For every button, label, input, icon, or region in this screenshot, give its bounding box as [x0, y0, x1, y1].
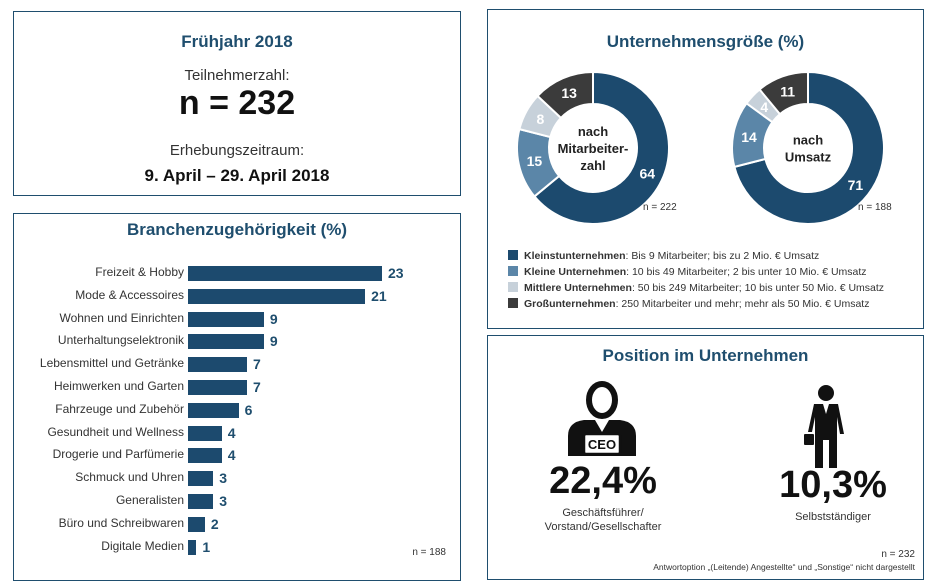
position-n-note: n = 232: [881, 549, 915, 560]
donut1-slice: [533, 70, 670, 225]
bar: [188, 266, 382, 281]
bar: [188, 380, 248, 395]
bar: [188, 334, 264, 350]
bar: [188, 494, 214, 509]
donut2-slice-label: 71: [848, 177, 864, 193]
bar-value-label: 2: [210, 515, 219, 532]
legend-description: : Bis 9 Mitarbeiter; bis zu 2 Mio. € Ums…: [625, 250, 820, 262]
legend-name: Kleine Unternehmen: [524, 266, 627, 278]
legend-swatch: [508, 266, 518, 276]
bar: [188, 288, 366, 304]
bar-value-label: 23: [388, 265, 404, 281]
size-panel: Unternehmensgröße (%) 64 15 8 13 nach Mitarbe…: [487, 9, 924, 329]
summary-title: Frühjahr 2018: [181, 32, 293, 51]
ceo-label-line2: Vorstand/Gesellschafter: [544, 521, 662, 533]
bar: [188, 471, 214, 487]
legend-item: Mittlere Unternehmen: 50 bis 249 Mitarbe…: [508, 282, 884, 294]
bar-category-label: Freizeit & Hobby: [95, 265, 184, 279]
bar-value-label: 21: [371, 287, 387, 304]
bar-value-label: 1: [202, 538, 211, 555]
bar-category-label: Fahrzeuge und Zubehör: [55, 401, 184, 416]
legend-name: Mittlere Unternehmen: [524, 282, 632, 294]
branch-n-note: n = 188: [412, 547, 446, 558]
legend-item: Großunternehmen: 250 Mitarbeiter und meh…: [508, 298, 869, 310]
legend-description: : 50 bis 249 Mitarbeiter; 10 bis unter 5…: [631, 282, 885, 294]
donut2-slice: [733, 70, 885, 225]
ceo-percentage: 22,4%: [549, 460, 657, 502]
legend-description: : 10 bis 49 Mitarbeiter; 2 bis unter 10 …: [626, 266, 867, 278]
bar: [188, 425, 222, 441]
donut1-slice-label: 13: [561, 85, 577, 101]
bar: [188, 448, 222, 464]
self-employed-icon: [804, 385, 844, 468]
donut1-slice-label: 64: [640, 166, 656, 182]
donut1-slice-label: 15: [527, 153, 543, 169]
legend-swatch: [508, 298, 518, 308]
summary-panel: Frühjahr 2018 Teilnehmerzahl: n = 232 Er…: [13, 11, 461, 196]
bar-category-label: Heimwerken und Garten: [53, 379, 184, 393]
donut1-n-note: n = 222: [643, 202, 677, 213]
bar-category-label: Unterhaltungselektronik: [57, 333, 184, 348]
donut2-center-label: nach: [793, 133, 823, 148]
donut1-center-label: nach: [578, 124, 608, 139]
bar-category-label: Digitale Medien: [101, 538, 184, 553]
branch-title: Branchenzugehörigkeit (%): [126, 220, 348, 239]
donut2-slice-label: 11: [780, 84, 795, 100]
bar-category-label: Drogerie und Parfümerie: [52, 447, 184, 462]
period-label: Erhebungszeitraum:: [169, 142, 305, 159]
donut2-n-note: n = 188: [858, 202, 892, 213]
donut1-slice: [536, 70, 594, 120]
bar-value-label: 6: [244, 401, 253, 418]
bar-category-label: Büro und Schreibwaren: [58, 515, 184, 530]
bar-category-label: Lebensmittel und Getränke: [39, 356, 184, 371]
donut1-center-label: zahl: [580, 158, 605, 173]
donut2-slice-label: 14: [741, 129, 757, 145]
legend-item: Kleine Unternehmen: 10 bis 49 Mitarbeite…: [508, 266, 867, 278]
bar-value-label: 4: [227, 424, 236, 441]
participants-label: Teilnehmerzahl:: [184, 67, 290, 84]
donut2-slice: [758, 70, 809, 116]
donut2-center-label: Umsatz: [785, 150, 832, 165]
bar: [188, 402, 239, 418]
position-footnote: Antwortoption „(Leitende) Angestellte“ u…: [653, 562, 915, 572]
donut1-center-label: Mitarbeiter-: [558, 141, 629, 156]
participants-value: n = 232: [178, 84, 296, 122]
ceo-badge-text: CEO: [588, 437, 616, 452]
legend-name: Großunternehmen: [524, 298, 616, 310]
position-panel: Position im Unternehmen CEO 22,4% Geschä…: [487, 335, 924, 580]
branch-panel: Branchenzugehörigkeit (%) Freizeit & Hob…: [13, 213, 461, 581]
bar-category-label: Schmuck und Uhren: [75, 470, 184, 485]
bar-value-label: 7: [253, 379, 261, 395]
bar-value-label: 7: [253, 356, 261, 373]
bar: [188, 357, 248, 373]
ceo-icon: CEO: [568, 381, 636, 456]
size-title: Unternehmensgröße (%): [606, 32, 805, 51]
self-employed-label: Selbstständiger: [795, 511, 871, 523]
bar-category-label: Generalisten: [115, 493, 184, 507]
ceo-label: Geschäftsführer/ Vorstand/Gesellschafter: [488, 506, 718, 534]
donut2-slice-label: 4: [760, 99, 768, 115]
bar-category-label: Gesundheit und Wellness: [47, 424, 184, 439]
period-value: 9. April – 29. April 2018: [144, 166, 330, 185]
legend-name: Kleinstunternehmen: [524, 250, 626, 262]
bar-value-label: 3: [219, 493, 228, 509]
legend-item: Kleinstunternehmen: Bis 9 Mitarbeiter; b…: [508, 250, 819, 262]
bar: [188, 516, 205, 532]
bar-value-label: 9: [269, 310, 278, 327]
bar-value-label: 3: [219, 470, 228, 487]
donut1-slice-label: 8: [537, 111, 545, 127]
bar: [188, 311, 264, 327]
legend-swatch: [508, 250, 518, 260]
bar-category-label: Mode & Accessoires: [75, 287, 184, 302]
bar-value-label: 9: [269, 333, 278, 350]
bar-value-label: 4: [227, 447, 236, 464]
legend-description: : 250 Mitarbeiter und mehr; mehr als 50 …: [615, 298, 870, 310]
position-title: Position im Unternehmen: [602, 346, 809, 365]
bar: [188, 539, 197, 555]
bar-category-label: Wohnen und Einrichten: [59, 310, 184, 325]
ceo-label-line1: Geschäftsführer/: [562, 507, 644, 519]
size-donut-charts: 64 15 8 13 nach Mitarbeiter-zahl 71 144 11 nach Um…: [516, 70, 885, 225]
self-employed-percentage: 10,3%: [779, 464, 887, 506]
legend-swatch: [508, 282, 518, 292]
